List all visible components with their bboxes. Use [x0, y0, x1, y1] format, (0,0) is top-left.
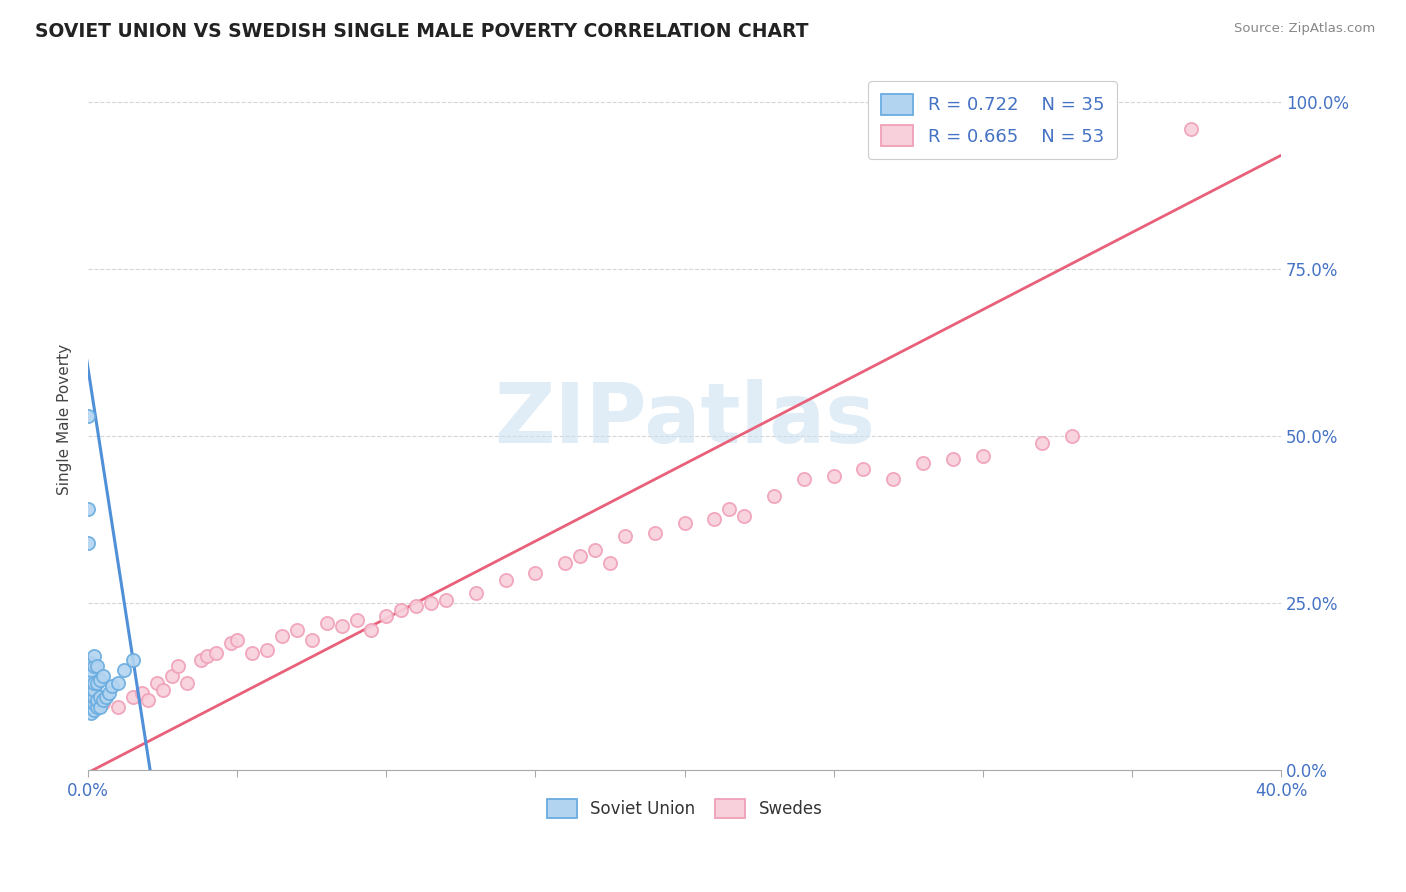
Text: ZIPatlas: ZIPatlas: [494, 379, 875, 459]
Point: [91, 696, 114, 710]
Point: [86, 659, 108, 673]
Point: [703, 512, 725, 526]
Point: [315, 615, 337, 630]
Point: [524, 566, 547, 580]
Point: [107, 699, 129, 714]
Point: [91, 669, 114, 683]
Point: [190, 653, 212, 667]
Point: [152, 682, 174, 697]
Point: [136, 693, 159, 707]
Point: [83, 649, 105, 664]
Legend: Soviet Union, Swedes: Soviet Union, Swedes: [540, 792, 830, 825]
Point: [80, 696, 103, 710]
Point: [80, 690, 103, 705]
Point: [86, 693, 108, 707]
Point: [285, 623, 308, 637]
Point: [718, 502, 741, 516]
Point: [80, 676, 103, 690]
Point: [80, 663, 103, 677]
Point: [613, 529, 636, 543]
Point: [80, 688, 103, 702]
Point: [107, 676, 129, 690]
Point: [1031, 435, 1053, 450]
Point: [793, 472, 815, 486]
Point: [83, 690, 105, 704]
Point: [83, 659, 105, 673]
Point: [86, 676, 108, 690]
Text: SOVIET UNION VS SWEDISH SINGLE MALE POVERTY CORRELATION CHART: SOVIET UNION VS SWEDISH SINGLE MALE POVE…: [35, 22, 808, 41]
Point: [98, 686, 121, 700]
Point: [554, 556, 576, 570]
Point: [145, 676, 167, 690]
Point: [1180, 121, 1202, 136]
Point: [83, 676, 105, 690]
Point: [77, 409, 100, 423]
Point: [420, 596, 443, 610]
Point: [495, 573, 517, 587]
Text: Source: ZipAtlas.com: Source: ZipAtlas.com: [1234, 22, 1375, 36]
Point: [83, 703, 105, 717]
Point: [942, 452, 965, 467]
Point: [80, 706, 103, 721]
Point: [673, 516, 696, 530]
Point: [583, 542, 606, 557]
Point: [86, 699, 108, 714]
Point: [80, 656, 103, 670]
Point: [301, 632, 323, 647]
Point: [1062, 429, 1084, 443]
Point: [599, 556, 621, 570]
Point: [389, 602, 412, 616]
Point: [346, 613, 368, 627]
Point: [763, 489, 786, 503]
Point: [823, 469, 845, 483]
Point: [80, 669, 103, 683]
Point: [205, 646, 228, 660]
Point: [131, 686, 153, 700]
Point: [375, 609, 398, 624]
Point: [80, 699, 103, 714]
Point: [226, 632, 249, 647]
Point: [240, 646, 263, 660]
Point: [77, 536, 100, 550]
Point: [852, 462, 875, 476]
Point: [882, 472, 904, 486]
Point: [330, 619, 353, 633]
Point: [94, 690, 117, 704]
Point: [83, 696, 105, 710]
Point: [83, 682, 105, 697]
Point: [464, 586, 486, 600]
Point: [166, 659, 188, 673]
Point: [160, 669, 183, 683]
Point: [197, 649, 219, 664]
Point: [80, 682, 103, 697]
Point: [569, 549, 592, 564]
Point: [122, 653, 145, 667]
Point: [434, 592, 457, 607]
Point: [405, 599, 427, 614]
Point: [91, 693, 114, 707]
Point: [360, 623, 382, 637]
Point: [77, 502, 100, 516]
Point: [256, 642, 278, 657]
Point: [112, 663, 135, 677]
Point: [89, 699, 111, 714]
Point: [221, 636, 243, 650]
Point: [733, 509, 755, 524]
Point: [89, 690, 111, 704]
Y-axis label: Single Male Poverty: Single Male Poverty: [58, 343, 72, 495]
Point: [271, 629, 294, 643]
Point: [89, 673, 111, 687]
Point: [972, 449, 994, 463]
Point: [912, 456, 935, 470]
Point: [122, 690, 145, 704]
Point: [176, 676, 198, 690]
Point: [644, 525, 666, 540]
Point: [101, 680, 124, 694]
